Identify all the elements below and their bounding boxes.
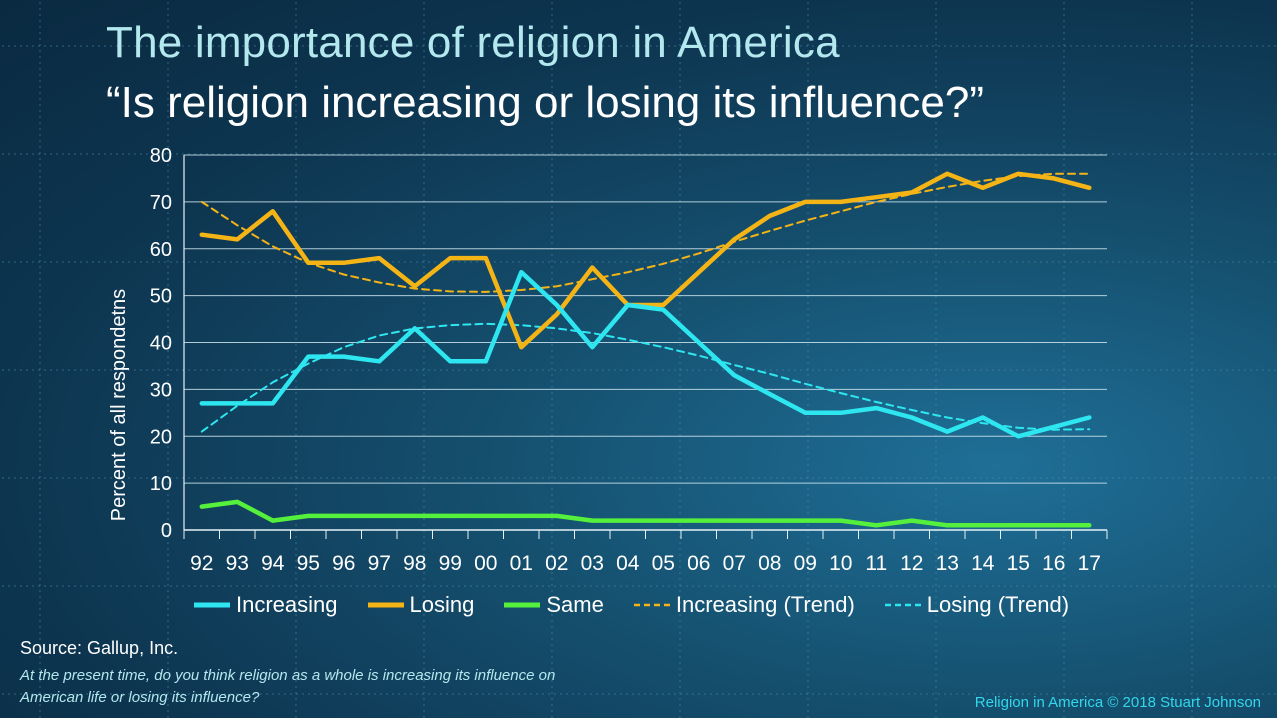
x-tick-label: 98 [403, 552, 426, 575]
x-tick-label: 97 [368, 552, 391, 575]
x-tick-label: 12 [900, 552, 923, 575]
x-tick-label: 03 [581, 552, 604, 575]
x-tick-label: 15 [1007, 552, 1030, 575]
x-tick-label: 99 [439, 552, 462, 575]
x-tick-label: 07 [723, 552, 746, 575]
legend-label-losing: Losing [409, 592, 475, 617]
series-line-losing [199, 171, 1092, 350]
legend-item-losing: Losing [366, 592, 475, 618]
x-tick-label: 09 [794, 552, 817, 575]
x-tick-label: 95 [297, 552, 320, 575]
y-tick-label: 50 [150, 286, 172, 308]
legend-label-losing-trend: Losing (Trend) [926, 592, 1070, 617]
y-tick-label: 0 [161, 520, 172, 542]
x-tick-label: 11 [865, 552, 887, 575]
y-tick-label: 10 [150, 473, 172, 495]
x-tick-label: 93 [226, 552, 249, 575]
x-tick-label: 06 [687, 552, 710, 575]
x-tick-label: 96 [332, 552, 355, 575]
x-tick-label: 00 [474, 552, 497, 575]
legend-item-increasing: Increasing [192, 592, 338, 618]
copyright-credit: Religion in America © 2018 Stuart Johnso… [974, 694, 1261, 711]
series-line-same [199, 499, 1092, 528]
x-tick-label: 92 [190, 552, 213, 575]
x-tick-label: 13 [936, 552, 959, 575]
series-line-losing-trend [200, 322, 1091, 433]
y-axis-label: Percent of all respondetns [108, 289, 130, 521]
y-tick-label: 70 [150, 192, 172, 214]
y-tick-label: 20 [150, 426, 172, 448]
x-tick-label: 94 [261, 552, 285, 575]
y-tick-label: 30 [150, 379, 172, 401]
y-tick-label: 80 [150, 145, 172, 167]
x-tick-label: 16 [1042, 552, 1065, 575]
legend-label-increasing: Increasing [236, 592, 338, 617]
y-tick-label: 60 [150, 239, 172, 261]
x-tick-label: 14 [971, 552, 995, 575]
x-tick-label: 05 [652, 552, 675, 575]
legend-swatch-increasing [194, 602, 230, 608]
x-tick-label: 17 [1078, 552, 1101, 575]
legend-item-increasing-trend: Increasing (Trend) [632, 592, 855, 618]
legend-item-losing-trend: Losing (Trend) [883, 592, 1069, 618]
series-line-increasing-trend [200, 172, 1091, 293]
legend-swatch-losing-trend [884, 603, 921, 607]
chart-legend: Increasing Losing Same Increasing (Trend… [192, 592, 1097, 618]
x-tick-label: 08 [758, 552, 781, 575]
x-tick-label: 04 [616, 552, 640, 575]
legend-swatch-same [504, 602, 541, 608]
legend-swatch-increasing-trend [633, 603, 670, 607]
legend-item-same: Same [502, 592, 604, 618]
legend-label-same: Same [546, 592, 604, 617]
legend-label-increasing-trend: Increasing (Trend) [675, 592, 855, 617]
source-note: Source: Gallup, Inc. [20, 638, 179, 658]
survey-question: At the present time, do you think religi… [20, 667, 556, 706]
series-line-increasing [199, 269, 1092, 439]
y-tick-label: 40 [150, 333, 172, 355]
x-tick-label: 02 [545, 552, 568, 575]
chart-title: The importance of religion in America [106, 18, 840, 67]
legend-swatch-losing [367, 602, 404, 608]
x-tick-label: 10 [829, 552, 852, 575]
x-tick-label: 01 [510, 552, 533, 575]
chart-subtitle: “Is religion increasing or losing its in… [106, 78, 984, 127]
